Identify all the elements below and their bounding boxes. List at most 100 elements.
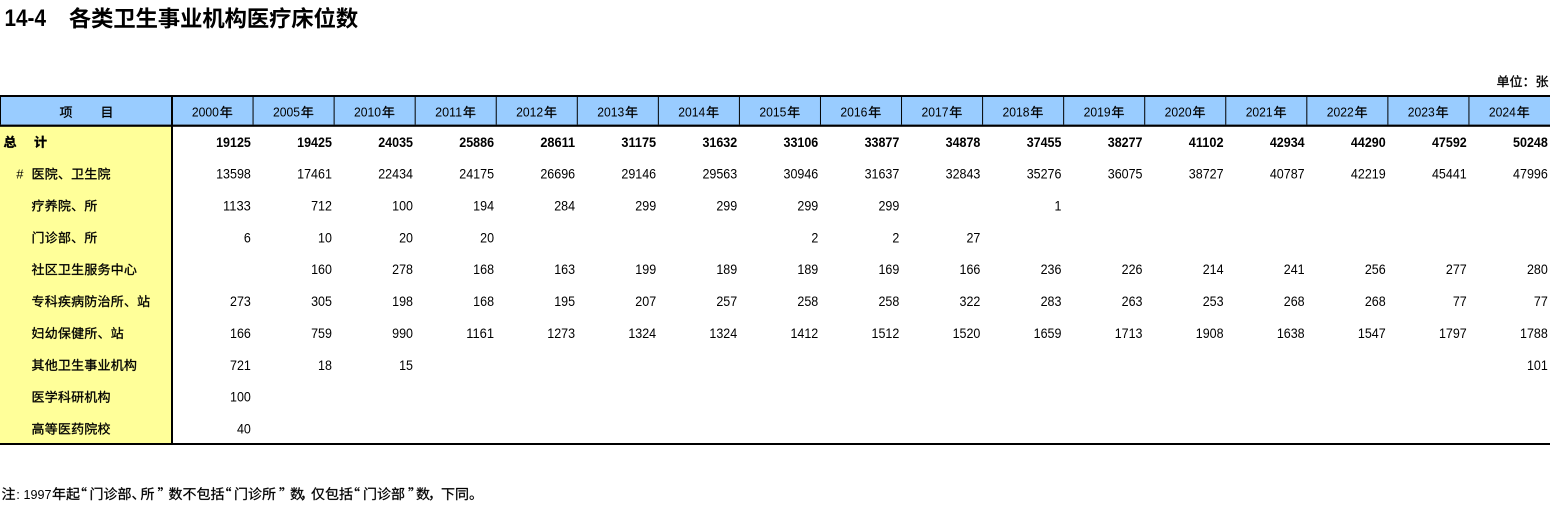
svg-text:42219: 42219: [1351, 166, 1386, 182]
svg-text:2018: 2018: [1003, 105, 1030, 120]
svg-text:40: 40: [237, 421, 251, 437]
svg-text:28611: 28611: [540, 134, 575, 150]
svg-text:1547: 1547: [1358, 325, 1386, 341]
svg-text:214: 214: [1203, 261, 1224, 277]
svg-text:101: 101: [1527, 357, 1548, 373]
svg-text:2012: 2012: [516, 105, 543, 120]
svg-text:42934: 42934: [1270, 134, 1305, 150]
svg-text:226: 226: [1122, 261, 1143, 277]
svg-text:19425: 19425: [297, 134, 332, 150]
svg-text:2020: 2020: [1165, 105, 1192, 120]
svg-text:2011: 2011: [435, 105, 462, 120]
svg-text:1797: 1797: [1439, 325, 1467, 341]
svg-text:258: 258: [878, 293, 899, 309]
svg-text:6: 6: [244, 229, 251, 245]
svg-text:1997: 1997: [24, 487, 52, 502]
svg-text:207: 207: [635, 293, 656, 309]
svg-text:721: 721: [230, 357, 251, 373]
svg-text:30946: 30946: [784, 166, 819, 182]
svg-text:257: 257: [716, 293, 737, 309]
svg-text:2014: 2014: [678, 105, 705, 120]
svg-text:195: 195: [554, 293, 575, 309]
svg-text:44290: 44290: [1351, 134, 1386, 150]
svg-text:100: 100: [392, 197, 413, 213]
svg-text:277: 277: [1446, 261, 1467, 277]
svg-text:33877: 33877: [865, 134, 900, 150]
svg-text:37455: 37455: [1027, 134, 1062, 150]
svg-text:1161: 1161: [466, 325, 494, 341]
svg-text:258: 258: [797, 293, 818, 309]
svg-text:2021: 2021: [1246, 105, 1273, 120]
svg-text:168: 168: [473, 261, 494, 277]
svg-text:322: 322: [960, 293, 981, 309]
svg-text:305: 305: [311, 293, 332, 309]
svg-text:1512: 1512: [872, 325, 900, 341]
svg-text:32843: 32843: [946, 166, 981, 182]
svg-text:100: 100: [230, 389, 251, 405]
svg-text:759: 759: [311, 325, 332, 341]
svg-text:163: 163: [554, 261, 575, 277]
svg-text:41102: 41102: [1189, 134, 1224, 150]
svg-text:268: 268: [1365, 293, 1386, 309]
svg-text:19125: 19125: [216, 134, 251, 150]
svg-text:77: 77: [1453, 293, 1467, 309]
svg-text:283: 283: [1041, 293, 1062, 309]
svg-text:166: 166: [230, 325, 251, 341]
svg-text:40787: 40787: [1270, 166, 1305, 182]
svg-text:299: 299: [635, 197, 656, 213]
svg-text:2015: 2015: [759, 105, 786, 120]
svg-text:2: 2: [811, 229, 818, 245]
svg-text:1273: 1273: [547, 325, 575, 341]
svg-text:299: 299: [716, 197, 737, 213]
svg-text:160: 160: [311, 261, 332, 277]
svg-text:2010: 2010: [354, 105, 381, 120]
svg-text:990: 990: [392, 325, 413, 341]
svg-text:47592: 47592: [1432, 134, 1467, 150]
svg-text:168: 168: [473, 293, 494, 309]
svg-text:2: 2: [892, 229, 899, 245]
svg-text::: :: [16, 487, 20, 502]
svg-text:18: 18: [318, 357, 332, 373]
svg-text:31175: 31175: [621, 134, 656, 150]
svg-text:2019: 2019: [1084, 105, 1111, 120]
svg-text:199: 199: [635, 261, 656, 277]
svg-text:17461: 17461: [297, 166, 332, 182]
svg-text:2023: 2023: [1408, 105, 1435, 120]
svg-text:189: 189: [797, 261, 818, 277]
svg-text:22434: 22434: [378, 166, 413, 182]
svg-text:38277: 38277: [1108, 134, 1143, 150]
svg-text:29563: 29563: [702, 166, 737, 182]
svg-text:1908: 1908: [1196, 325, 1224, 341]
svg-text:1713: 1713: [1115, 325, 1143, 341]
svg-text:24035: 24035: [378, 134, 413, 150]
svg-text:36075: 36075: [1108, 166, 1143, 182]
svg-text:1659: 1659: [1034, 325, 1062, 341]
svg-text:10: 10: [318, 229, 332, 245]
svg-text:2016: 2016: [840, 105, 867, 120]
svg-text:263: 263: [1122, 293, 1143, 309]
svg-text:1: 1: [1055, 197, 1062, 213]
svg-text:278: 278: [392, 261, 413, 277]
svg-text:273: 273: [230, 293, 251, 309]
svg-text:1638: 1638: [1277, 325, 1305, 341]
svg-text:241: 241: [1284, 261, 1305, 277]
svg-text:35276: 35276: [1027, 166, 1062, 182]
svg-text:299: 299: [797, 197, 818, 213]
svg-text:236: 236: [1041, 261, 1062, 277]
svg-text:20: 20: [480, 229, 494, 245]
svg-text:194: 194: [473, 197, 494, 213]
svg-text:77: 77: [1534, 293, 1548, 309]
svg-text:268: 268: [1284, 293, 1305, 309]
svg-text:2005: 2005: [273, 105, 300, 120]
svg-text:#: #: [16, 167, 24, 182]
svg-text:26696: 26696: [540, 166, 575, 182]
svg-text:34878: 34878: [946, 134, 981, 150]
svg-text:2017: 2017: [921, 105, 948, 120]
svg-text:33106: 33106: [784, 134, 819, 150]
svg-text:299: 299: [878, 197, 899, 213]
svg-text:284: 284: [554, 197, 575, 213]
svg-text:166: 166: [960, 261, 981, 277]
svg-text:13598: 13598: [216, 166, 251, 182]
svg-text:20: 20: [399, 229, 413, 245]
svg-text:29146: 29146: [621, 166, 656, 182]
